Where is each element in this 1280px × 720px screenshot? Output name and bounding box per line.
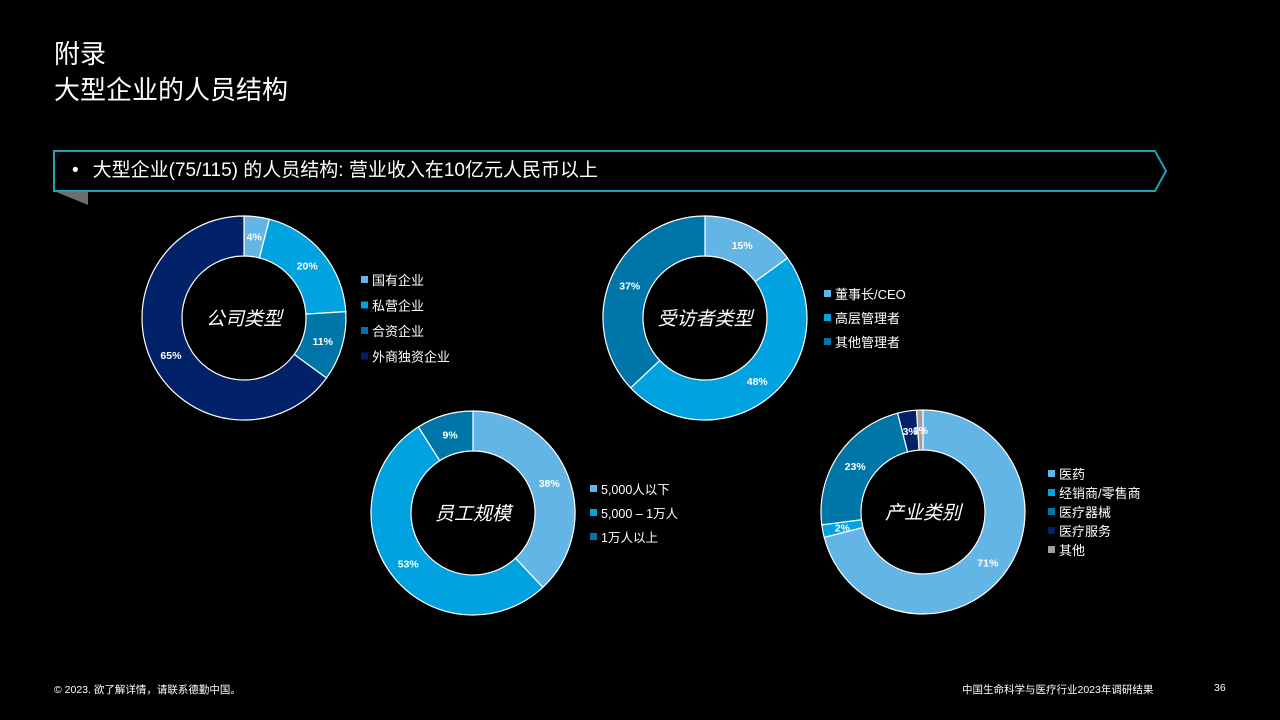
legend-swatch-3-2 [590, 509, 597, 516]
data-label-1-4: 65% [160, 350, 182, 362]
legend-swatch-4-5 [1048, 546, 1055, 553]
legend-swatch-1-2 [361, 301, 368, 309]
donut-slice-3-2 [370, 426, 544, 616]
banner-outline [53, 150, 1168, 192]
page-number: 36 [1214, 682, 1226, 694]
legend-item-1: 1万人以上 [601, 531, 658, 545]
data-label-3-2: 53% [398, 558, 420, 570]
data-label-4-4: 3% [903, 426, 919, 438]
legend-item-5-000-1: 5,000 – 1万人 [601, 507, 679, 521]
legend-item-item: 私营企业 [372, 299, 424, 314]
page-title: 附录 大型企业的人员结构 [54, 36, 288, 108]
data-label-2-2: 48% [747, 376, 769, 388]
legend-swatch-1-4 [361, 352, 368, 360]
legend-swatch-4-1 [1048, 470, 1055, 477]
legend-swatch-4-2 [1048, 489, 1055, 496]
legend-item-item: 其他 [1059, 543, 1085, 558]
legend-item-5-000: 5,000人以下 [601, 483, 670, 497]
title-line-2: 大型企业的人员结构 [54, 75, 289, 105]
donut-center-title-4: 产业类别 [885, 503, 964, 524]
data-label-3-3: 9% [443, 429, 459, 441]
donut-slice-3-3 [417, 410, 474, 462]
legend-item-item: 医疗服务 [1059, 524, 1111, 539]
legend-item-item: 合资企业 [372, 324, 424, 339]
donut-slice-2-3 [602, 215, 706, 389]
legend-swatch-4-4 [1048, 527, 1055, 534]
data-label-4-5: 1% [913, 425, 929, 437]
footer-report-title: 中国生命科学与医疗行业2023年调研结果 [962, 684, 1154, 696]
legend-item-item: 医疗器械 [1059, 505, 1111, 520]
banner-bullet: • [72, 160, 79, 181]
donut-slice-3-1 [472, 410, 576, 589]
donut-slice-1-4 [141, 215, 328, 421]
data-label-4-2: 2% [835, 522, 851, 534]
data-label-2-1: 15% [732, 240, 754, 252]
footer-copyright: © 2023. 欲了解详情，请联系德勤中国。 [54, 684, 241, 696]
legend-swatch-4-3 [1048, 508, 1055, 515]
data-label-1-2: 20% [297, 261, 319, 273]
banner-text: 大型企业(75/115) 的人员结构: 营业收入在10亿元人民币以上 [92, 160, 598, 181]
legend-swatch-3-1 [590, 485, 597, 492]
banner-fold-shadow [54, 191, 88, 205]
data-label-1-3: 11% [313, 336, 334, 348]
donut-slice-2-2 [629, 257, 808, 421]
donut-center-title-2: 受访者类型 [657, 308, 754, 330]
legend-swatch-2-2 [824, 314, 831, 321]
donut-center-title-3: 员工规模 [435, 504, 514, 525]
section-banner: • 大型企业(75/115) 的人员结构: 营业收入在10亿元人民币以上 [72, 157, 598, 185]
legend-item-item: 其他管理者 [835, 335, 900, 350]
data-label-4-1: 71% [977, 557, 999, 569]
legend-item-item: 国有企业 [372, 273, 424, 288]
data-label-4-3: 23% [845, 461, 867, 473]
legend-swatch-2-3 [824, 338, 831, 345]
legend-swatch-2-1 [824, 290, 831, 297]
legend-swatch-1-3 [361, 327, 368, 334]
donut-center-title-1: 公司类型 [206, 309, 284, 330]
legend-swatch-3-3 [590, 533, 597, 540]
data-label-3-1: 38% [539, 478, 561, 490]
legend-item-item: 外商独资企业 [372, 350, 450, 365]
title-line-1: 附录 [54, 39, 107, 69]
legend-item-item: 医药 [1059, 467, 1085, 482]
donut-slice-4-1 [823, 409, 1026, 615]
data-label-1-1: 4% [247, 232, 263, 244]
donut-slice-4-5 [915, 409, 924, 451]
data-label-2-3: 37% [619, 280, 641, 292]
legend-item-item: 经销商/零售商 [1059, 486, 1141, 501]
legend-swatch-1-1 [361, 276, 368, 283]
legend-item-item: 高层管理者 [835, 311, 900, 326]
donut-chart-3: 38% 53% 9% 员工规模 5,000人以下 5,000 – 1万人 1万人以上 [370, 410, 679, 616]
legend-item-CEO: 董事长/CEO [835, 287, 906, 302]
